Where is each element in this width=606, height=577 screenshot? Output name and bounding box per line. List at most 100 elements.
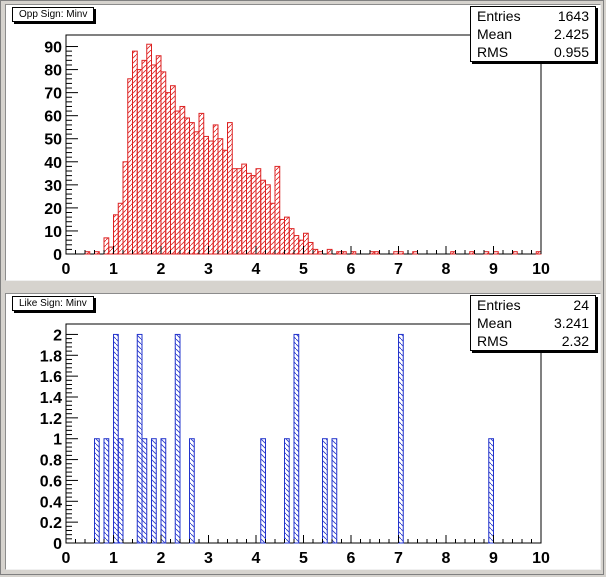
histogram-bar [260,179,266,255]
histogram-bar [141,59,148,255]
stats-label: RMS [477,333,509,349]
x-tick-label: 6 [347,261,356,278]
histogram-bar [127,78,133,255]
x-tick-label: 7 [394,261,403,278]
stats-label: Entries [477,297,521,313]
histogram-bar [246,172,252,255]
histogram-bar [493,251,499,255]
x-tick-label: 5 [299,261,308,278]
stats-box: Entries 1643 Mean 2.425 RMS 0.955 [470,6,596,62]
histogram-bar [160,438,167,544]
y-tick-label: 0.8 [40,453,62,470]
histogram-bar [122,161,129,255]
histogram-bar [331,438,338,544]
y-tick-label: 30 [44,178,62,195]
stats-label: RMS [477,44,509,60]
histogram-bar [189,438,195,544]
histogram-bar [298,239,304,255]
histogram-bar [222,149,228,255]
stats-row-entries: Entries 24 [471,296,595,314]
y-tick-label: 1.8 [40,348,62,365]
histogram-bar [132,50,138,255]
histogram-bar [179,105,186,255]
stats-value: 3.241 [553,315,589,331]
x-tick-label: 0 [62,261,71,278]
stats-row-rms: RMS 0.955 [471,43,595,61]
histogram-bar [483,251,490,255]
histogram-bar [151,438,157,544]
y-tick-label: 60 [44,109,62,126]
stats-label: Entries [477,8,521,24]
histogram-bar [293,235,300,255]
x-tick-label: 8 [442,550,451,567]
y-tick-label: 1.6 [40,369,62,386]
histogram-bar [260,438,266,544]
stats-value: 24 [573,297,589,313]
y-tick-label: 10 [44,224,62,241]
stats-label: Mean [477,315,513,331]
x-tick-label: 9 [489,550,498,567]
histogram-bar [512,251,518,255]
x-tick-label: 1 [109,261,118,278]
y-tick-label: 40 [44,155,62,172]
x-tick-label: 2 [157,550,166,567]
histogram-bar [312,248,319,255]
y-tick-label: 0.6 [40,473,62,490]
histogram-bar [165,92,171,255]
histogram-bar [189,122,195,255]
x-tick-label: 5 [299,550,308,567]
histogram-bar [151,64,157,255]
x-tick-label: 10 [532,550,550,567]
y-tick-label: 0 [53,536,62,553]
histogram-bar [174,333,181,544]
histogram-bar [236,168,243,255]
histogram-bar [341,251,347,255]
histogram-bar [108,246,114,255]
histogram-bar [170,85,176,255]
histogram-bar [193,131,200,255]
histogram-bar [84,251,91,255]
histogram-bar [293,333,300,544]
histogram-bar [398,251,404,255]
stats-value: 2.425 [553,26,589,42]
histogram-bar [241,163,247,255]
stats-row-entries: Entries 1643 [471,7,595,25]
histogram-bar [103,237,110,255]
histogram-bar [322,438,328,544]
histogram-bar [113,333,119,544]
histogram-bar [136,333,143,544]
y-tick-label: 1.2 [40,411,62,428]
pad-title: Like Sign: Minv [12,296,94,311]
opp-sign-pad[interactable]: 0 1 2 3 4 5 6 7 8 9 10 0 10 20 30 40 50 60 70 80 90 Opp Sign… [5,4,601,281]
histogram-bar [317,251,323,255]
x-tick-label: 3 [204,550,213,567]
histogram-bar [284,216,290,255]
histogram-bar [155,55,162,255]
opp-sign-histogram: 0 1 2 3 4 5 6 7 8 9 10 0 10 20 30 40 50 60 70 80 90 [44,34,550,278]
histogram-bar [198,112,205,255]
histogram-bar [94,438,100,544]
y-tick-label: 0.2 [40,515,62,532]
x-tick-label: 1 [109,550,118,567]
histogram-bar [350,251,357,255]
y-tick-label: 90 [44,40,62,57]
x-tick-label: 6 [347,550,356,567]
histogram-bar [103,438,110,544]
histogram-bar [203,135,209,255]
x-tick-label: 7 [394,550,403,567]
like-sign-pad[interactable]: 0 1 2 3 4 5 6 7 8 9 10 0 0.2 0.4 0.6 0.8 1 1.2 1.4 1.6 1.8 2 … [5,293,601,570]
y-tick-label: 0 [53,247,62,264]
stats-value: 2.32 [561,333,589,349]
histogram-bar [217,138,224,255]
pad-title: Opp Sign: Minv [12,7,95,22]
x-tick-label: 3 [204,261,213,278]
histogram-bar [336,251,342,255]
stats-value: 1643 [557,8,589,24]
histogram-bar [398,333,404,544]
histogram-bar [117,438,124,544]
y-tick-label: 1 [53,432,62,449]
histogram-bar [374,251,380,255]
histogram-bar [469,251,475,255]
stats-row-mean: Mean 2.425 [471,25,595,43]
